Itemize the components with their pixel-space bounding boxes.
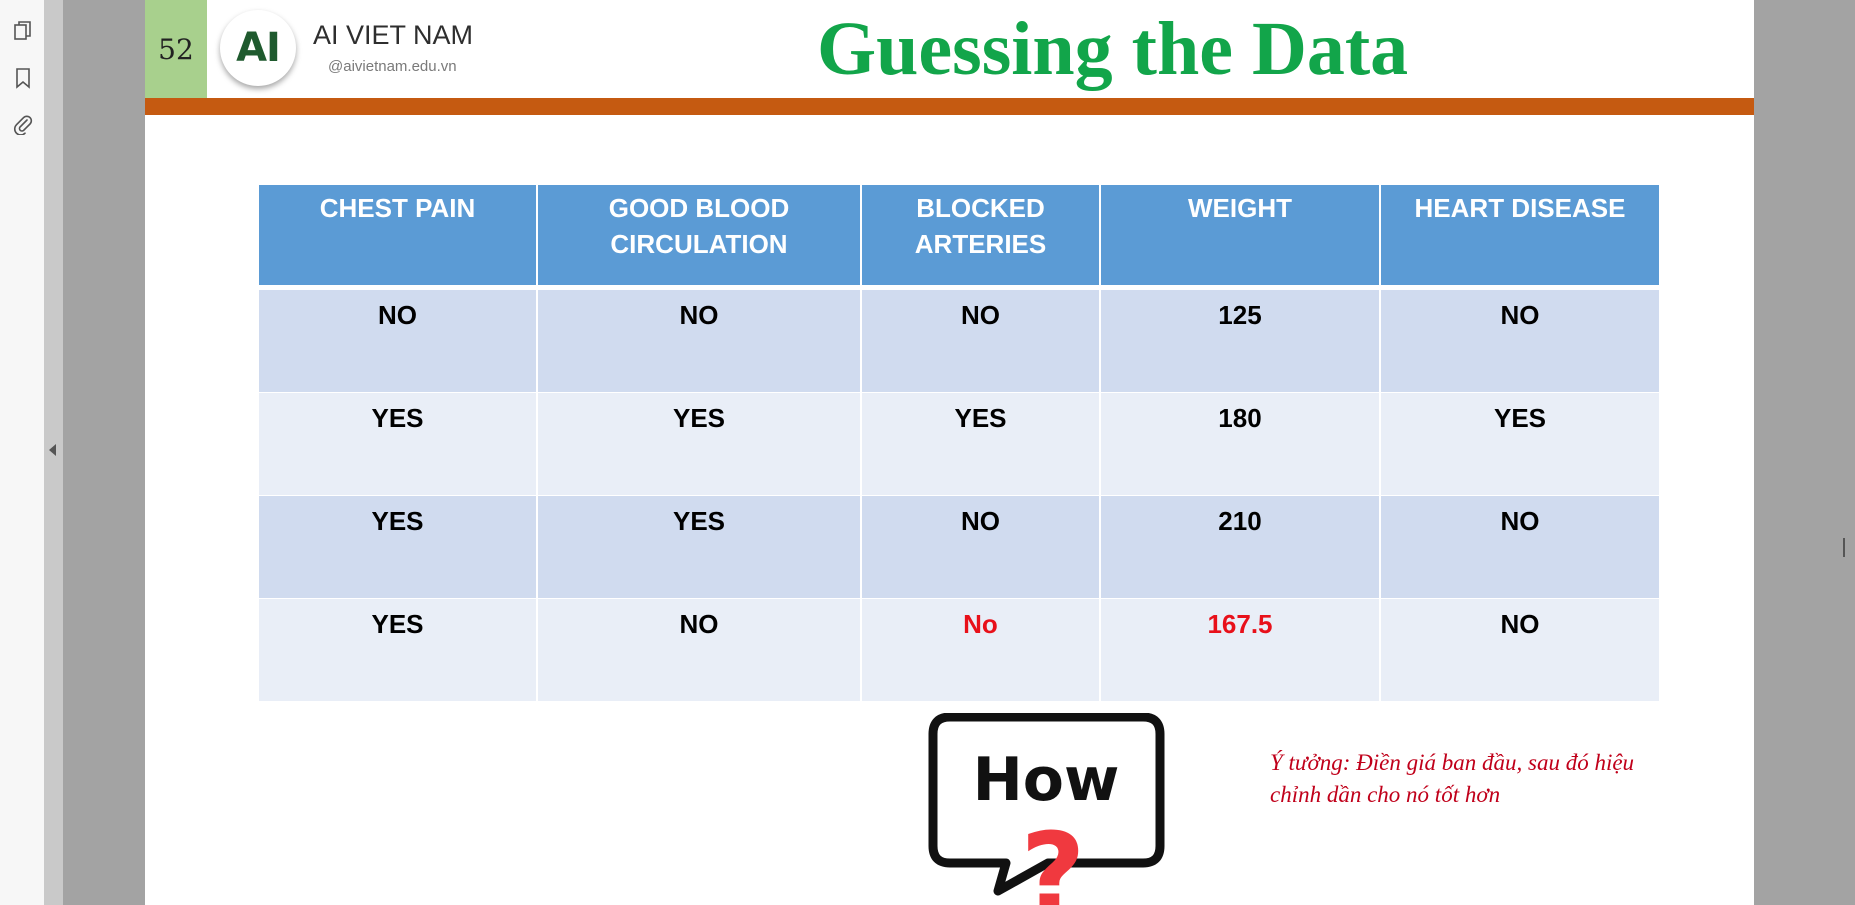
table-cell: 210 <box>1099 495 1381 599</box>
table-cell: YES <box>860 392 1101 496</box>
idea-note: Ý tưởng: Điền giá ban đầu, sau đó hiệu c… <box>1270 750 1635 807</box>
paperclip-icon[interactable] <box>12 113 34 135</box>
table-cell: YES <box>536 495 862 599</box>
header-weight: WEIGHT <box>1099 185 1381 290</box>
how-speech-bubble: How ? <box>928 713 1165 905</box>
table-cell: 125 <box>1099 287 1381 393</box>
guessed-cell-weight: 167.5 <box>1099 598 1381 701</box>
table-cell: NO <box>536 598 862 701</box>
brand-name: AI VIET NAM <box>313 20 474 50</box>
data-table: CHEST PAIN GOOD BLOOD CIRCULATION BLOCKE… <box>257 185 1661 701</box>
page-number: 52 <box>145 0 207 98</box>
table-row: NO NO NO 125 NO <box>257 287 1661 393</box>
brand-handle: @aivietnam.edu.vn <box>328 58 457 75</box>
pages-icon[interactable] <box>12 20 34 42</box>
table-cell: YES <box>257 598 538 701</box>
table-cell: YES <box>257 495 538 599</box>
header-blocked-arteries: BLOCKED ARTERIES <box>860 185 1101 290</box>
table-row: YES YES NO 210 NO <box>257 495 1661 599</box>
table-cell: 180 <box>1099 392 1381 496</box>
table-cell: NO <box>536 287 862 393</box>
how-text: How <box>973 745 1120 815</box>
title-divider-band <box>145 98 1754 115</box>
viewer-sidebar <box>0 0 45 905</box>
table-cell: YES <box>536 392 862 496</box>
bookmark-icon[interactable] <box>12 67 34 89</box>
table-cell: NO <box>860 287 1101 393</box>
table-row: YES NO No 167.5 NO <box>257 598 1661 701</box>
table-header-row: CHEST PAIN GOOD BLOOD CIRCULATION BLOCKE… <box>257 185 1661 290</box>
header-heart-disease: HEART DISEASE <box>1379 185 1661 290</box>
table-cell: YES <box>257 392 538 496</box>
brand-logo: AI <box>220 10 296 86</box>
slide-page: 52 AI AI VIET NAM @aivietnam.edu.vn Gues… <box>145 0 1754 905</box>
header-good-blood-circulation: GOOD BLOOD CIRCULATION <box>536 185 862 290</box>
table-cell: NO <box>257 287 538 393</box>
guessed-cell-blocked-arteries: No <box>860 598 1101 701</box>
table-cell: NO <box>1379 495 1661 599</box>
table-row: YES YES YES 180 YES <box>257 392 1661 496</box>
question-mark-icon: ? <box>1021 810 1086 905</box>
slide-title: Guessing the Data <box>817 7 1409 91</box>
header-chest-pain: CHEST PAIN <box>257 185 538 290</box>
table-cell: NO <box>1379 598 1661 701</box>
table-cell: NO <box>860 495 1101 599</box>
table-cell: YES <box>1379 392 1661 496</box>
collapse-sidebar-icon[interactable] <box>49 444 56 456</box>
table-cell: NO <box>1379 287 1661 393</box>
scroll-indicator[interactable] <box>1843 538 1845 557</box>
